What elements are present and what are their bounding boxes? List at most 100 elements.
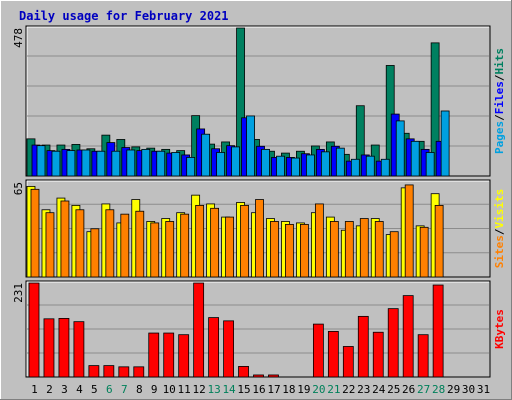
- bar-hits-pages-day-15: [246, 115, 255, 177]
- bar-visits-sites-day-9: [150, 222, 160, 278]
- legend-part: Pages: [493, 121, 506, 154]
- bar-hits-pages-day-10: [171, 152, 181, 177]
- bar-hits-pages-day-5: [96, 150, 106, 177]
- chart-panels: 478Pages/Files/Hits65Sites/Visits231KByt…: [12, 25, 506, 378]
- x-axis-labels: 1 2 3 4 5 6 7 8 9 10 11 12 13 14 15 16 17 18 19 20 21 22 23 24 2…: [31, 383, 490, 396]
- x-tick-label: 29: [447, 383, 460, 396]
- bar-kbytes-kbytes-day-4: [73, 321, 85, 378]
- bar-visits-sites-day-19: [300, 223, 309, 278]
- legend-hits: Pages/Files/Hits: [493, 48, 506, 154]
- bar-kbytes-kbytes-day-23: [357, 315, 369, 378]
- bar-visits-sites-day-13: [210, 207, 220, 278]
- x-tick-label: 3: [61, 383, 68, 396]
- x-tick-label: 30: [462, 383, 475, 396]
- bar-visits-sites-day-1: [30, 188, 40, 278]
- bar-visits-sites-day-10: [165, 221, 175, 278]
- x-tick-label: 25: [387, 383, 400, 396]
- bar-hits-pages-day-21: [335, 147, 345, 177]
- bar-visits-sites-day-27: [419, 226, 429, 278]
- bar-hits-pages-day-9: [156, 150, 166, 177]
- bar-visits-sites-day-15: [240, 204, 249, 278]
- bar-hits-pages-day-14: [231, 146, 240, 177]
- bar-visits-sites-day-11: [180, 213, 190, 278]
- bar-hits-pages-day-7: [126, 149, 136, 177]
- bar-visits-sites-day-2: [45, 212, 55, 278]
- bar-kbytes-kbytes-day-15: [238, 366, 249, 378]
- bar-hits-pages-day-13: [216, 152, 226, 177]
- x-tick-label: 31: [477, 383, 490, 396]
- chart-title: Daily usage for February 2021: [19, 9, 229, 23]
- x-tick-label: 14: [222, 383, 236, 396]
- x-tick-label: 11: [178, 383, 191, 396]
- bar-visits-sites-day-12: [195, 204, 205, 278]
- x-tick-label: 7: [121, 383, 128, 396]
- bar-kbytes-kbytes-day-13: [208, 317, 220, 378]
- bar-hits-pages-day-23: [365, 155, 375, 177]
- x-tick-label: 17: [267, 383, 280, 396]
- legend-part: Files: [493, 81, 506, 114]
- bar-hits-pages-day-4: [81, 149, 91, 177]
- bar-kbytes-kbytes-day-28: [432, 284, 444, 378]
- bar-hits-pages-day-22: [350, 158, 360, 177]
- x-tick-label: 8: [136, 383, 143, 396]
- bar-kbytes-kbytes-day-3: [58, 318, 70, 378]
- bar-visits-sites-day-3: [60, 200, 70, 278]
- bar-visits-sites-day-18: [285, 223, 294, 278]
- bar-visits-sites-day-24: [374, 221, 384, 278]
- bar-visits-sites-day-22: [344, 221, 354, 278]
- bar-hits-pages-day-20: [320, 151, 330, 177]
- bar-hits-pages-day-8: [141, 148, 151, 177]
- legend-part: Visits: [493, 189, 506, 229]
- x-tick-label: 16: [252, 383, 265, 396]
- x-tick-label: 13: [207, 383, 220, 396]
- bar-kbytes-kbytes-day-14: [223, 320, 234, 378]
- x-tick-label: 21: [327, 383, 340, 396]
- x-tick-label: 22: [342, 383, 355, 396]
- legend-part: Hits: [493, 48, 506, 75]
- bar-hits-pages-day-16: [261, 148, 270, 177]
- x-tick-label: 6: [106, 383, 113, 396]
- bar-kbytes-kbytes-day-9: [148, 332, 160, 378]
- legend-part: /: [493, 228, 506, 235]
- x-tick-label: 24: [372, 383, 386, 396]
- bar-hits-pages-day-17: [276, 155, 285, 177]
- bar-hits-hits-day-15: [236, 27, 245, 177]
- bar-hits-pages-day-24: [380, 158, 390, 177]
- bar-hits-hits-day-23: [355, 105, 365, 177]
- legend-kbytes: KBytes: [493, 309, 506, 349]
- bar-kbytes-kbytes-day-22: [342, 346, 354, 378]
- bar-kbytes-kbytes-day-16: [253, 374, 264, 378]
- x-tick-label: 15: [237, 383, 250, 396]
- bar-kbytes-kbytes-day-5: [88, 365, 100, 378]
- legend-part: /: [493, 114, 506, 121]
- bar-visits-sites-day-21: [329, 221, 339, 278]
- bar-kbytes-kbytes-day-20: [312, 323, 324, 378]
- bar-hits-pages-day-12: [201, 133, 211, 177]
- bar-kbytes-kbytes-day-26: [402, 295, 414, 378]
- x-tick-label: 1: [31, 383, 38, 396]
- bar-kbytes-kbytes-day-25: [387, 308, 399, 378]
- bar-kbytes-kbytes-day-17: [268, 374, 279, 378]
- bar-visits-sites-day-5: [90, 228, 100, 278]
- bar-kbytes-kbytes-day-10: [163, 332, 175, 378]
- bar-visits-sites-day-8: [135, 210, 145, 278]
- bar-hits-pages-day-27: [425, 152, 435, 177]
- bar-hits-pages-day-25: [395, 120, 405, 177]
- legend-part: KBytes: [493, 309, 506, 349]
- x-tick-label: 10: [163, 383, 176, 396]
- bar-kbytes-kbytes-day-24: [372, 331, 384, 378]
- bar-kbytes-kbytes-day-1: [28, 282, 40, 378]
- bar-visits-sites-day-20: [314, 203, 324, 278]
- bar-visits-sites-day-25: [389, 231, 399, 278]
- bar-visits-sites-day-28: [434, 204, 444, 278]
- bar-hits-pages-day-18: [291, 157, 300, 177]
- panel-visits: 65 Sites/Visits: [12, 179, 506, 278]
- bar-visits-sites-day-14: [225, 216, 234, 278]
- y-max-label-visits: 65: [12, 182, 25, 195]
- x-tick-label: 28: [432, 383, 445, 396]
- bar-kbytes-kbytes-day-11: [178, 334, 190, 378]
- bar-visits-sites-day-23: [359, 218, 369, 278]
- bar-kbytes-kbytes-day-7: [118, 366, 130, 378]
